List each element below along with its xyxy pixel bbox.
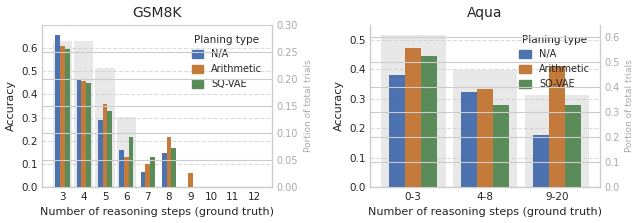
Bar [405,47,421,187]
Bar [95,68,115,187]
Bar [129,137,133,187]
Bar [381,35,445,187]
Bar [124,157,129,187]
Legend: N/A, Arithmetic, SQ-VAE: N/A, Arithmetic, SQ-VAE [187,30,267,94]
Bar [525,95,589,187]
Bar [461,92,477,187]
Y-axis label: Accuracy: Accuracy [333,81,344,131]
Bar [533,135,549,187]
Bar [74,41,93,187]
Y-axis label: Portion of total trials: Portion of total trials [625,60,634,152]
Bar [120,150,124,187]
Bar [108,111,112,187]
Y-axis label: Accuracy: Accuracy [6,81,15,131]
Bar [166,137,172,187]
Title: Aqua: Aqua [467,6,503,20]
Bar [77,81,81,187]
Bar [188,173,193,187]
Bar [86,83,91,187]
Bar [477,89,493,187]
Bar [421,56,437,187]
Bar [141,172,145,187]
Bar [103,104,108,187]
Bar [390,75,405,187]
Bar [65,49,70,187]
Legend: N/A, Arithmetic, SQ-VAE: N/A, Arithmetic, SQ-VAE [515,30,595,94]
Bar [172,148,176,187]
Y-axis label: Portion of total trials: Portion of total trials [304,60,313,152]
Bar [162,153,166,187]
Bar [145,164,150,187]
Bar [493,105,509,187]
Bar [60,46,65,187]
Bar [150,157,155,187]
Bar [98,120,103,187]
Bar [56,35,60,187]
Bar [565,105,580,187]
Bar [81,81,86,187]
X-axis label: Number of reasoning steps (ground truth): Number of reasoning steps (ground truth) [368,207,602,217]
Title: GSM8K: GSM8K [132,6,182,20]
Bar [53,41,72,187]
X-axis label: Number of reasoning steps (ground truth): Number of reasoning steps (ground truth) [40,207,274,217]
Bar [117,117,136,187]
Bar [549,66,565,187]
Bar [452,70,517,187]
